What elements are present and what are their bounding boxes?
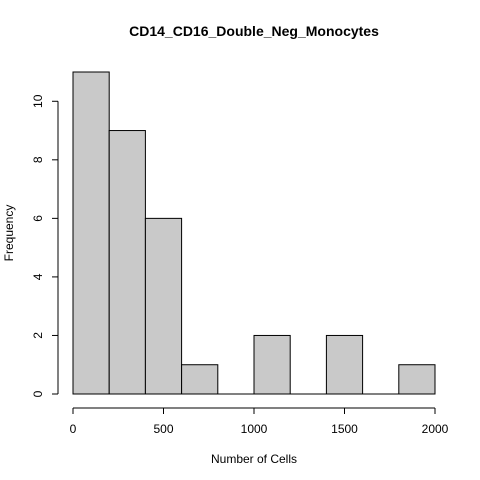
x-axis: 0 500 1000 1500 2000 (70, 407, 449, 436)
x-tick-label-0: 0 (70, 422, 77, 436)
x-tick-label-1: 500 (153, 422, 173, 436)
histogram-bar-9 (398, 364, 436, 395)
y-tick-label-1: 2 (31, 332, 45, 339)
y-tick-label-5: 10 (31, 94, 45, 108)
y-tick-label-2: 4 (31, 273, 45, 280)
y-axis: 0 2 4 6 8 10 (31, 94, 59, 397)
histogram-bar-3 (181, 364, 219, 395)
histogram-bars (72, 71, 436, 395)
y-tick-label-4: 8 (31, 156, 45, 163)
chart-title: CD14_CD16_Double_Neg_Monocytes (129, 23, 379, 39)
histogram-bar-7 (325, 334, 364, 395)
histogram-bar-5 (253, 334, 291, 395)
y-tick-label-0: 0 (31, 390, 45, 397)
x-axis-label: Number of Cells (211, 452, 297, 466)
histogram-bar-2 (144, 217, 183, 395)
x-tick-label-4: 2000 (422, 422, 449, 436)
y-tick-label-3: 6 (31, 215, 45, 222)
x-tick-label-3: 1500 (331, 422, 358, 436)
histogram-bar-0 (72, 71, 110, 395)
x-tick-label-2: 1000 (241, 422, 268, 436)
histogram-bar-1 (108, 130, 146, 395)
y-axis-label: Frequency (2, 205, 16, 262)
